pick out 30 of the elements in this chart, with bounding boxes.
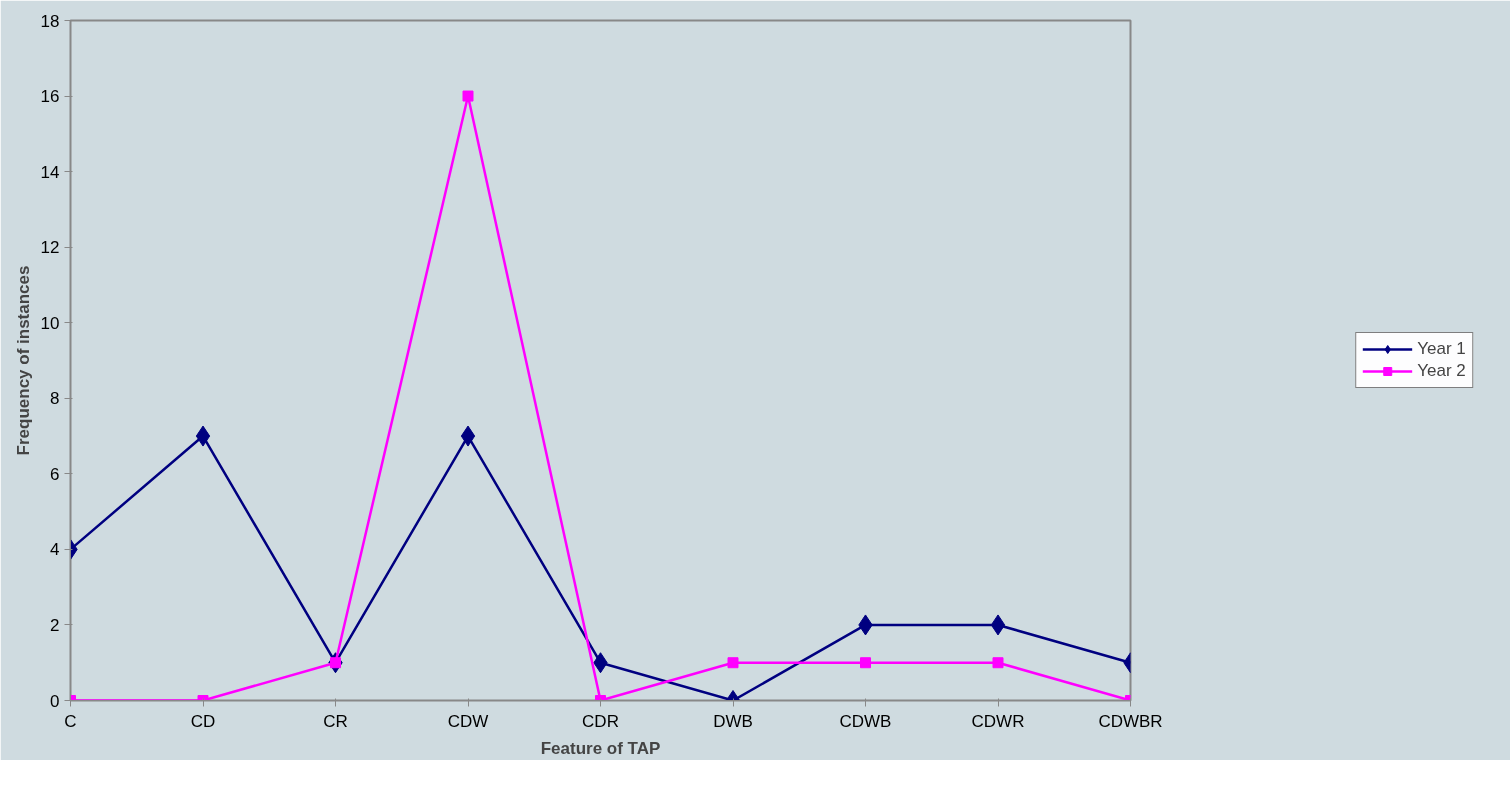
x-tick-label: CDWBR <box>1098 711 1163 731</box>
y-tick-label: 16 <box>40 87 60 107</box>
y-axis-title: Frequency of instances <box>13 265 33 456</box>
y-tick-label: 0 <box>50 691 60 711</box>
y-tick-label: 10 <box>40 313 60 333</box>
x-tick-label: CDW <box>447 711 489 731</box>
x-tick-label: DWB <box>713 711 753 731</box>
point <box>992 657 1004 669</box>
y-tick-label: 2 <box>50 615 60 635</box>
legend-label: Year 2 <box>1417 361 1466 381</box>
x-tick-label: CDR <box>582 711 619 731</box>
y-tick-label: 6 <box>50 464 60 484</box>
y-tick-label: 18 <box>40 11 60 31</box>
x-axis-title: Feature of TAP <box>540 738 661 758</box>
point <box>195 425 211 447</box>
point <box>727 657 739 669</box>
y-tick-label: 14 <box>40 162 60 182</box>
x-tick-label: CDWR <box>971 711 1025 731</box>
point <box>462 90 474 102</box>
y-tick-label: 12 <box>40 238 60 258</box>
point <box>460 425 476 447</box>
point <box>990 614 1006 636</box>
x-tick-label: C <box>64 711 77 731</box>
legend-label: Year 1 <box>1417 339 1466 359</box>
y-tick-label: 8 <box>50 389 60 409</box>
y-tick-label: 4 <box>50 540 60 560</box>
x-tick-label: CD <box>190 711 216 731</box>
x-tick-label: CR <box>323 711 348 731</box>
point <box>860 657 871 669</box>
x-tick-label: CDWB <box>839 711 892 731</box>
